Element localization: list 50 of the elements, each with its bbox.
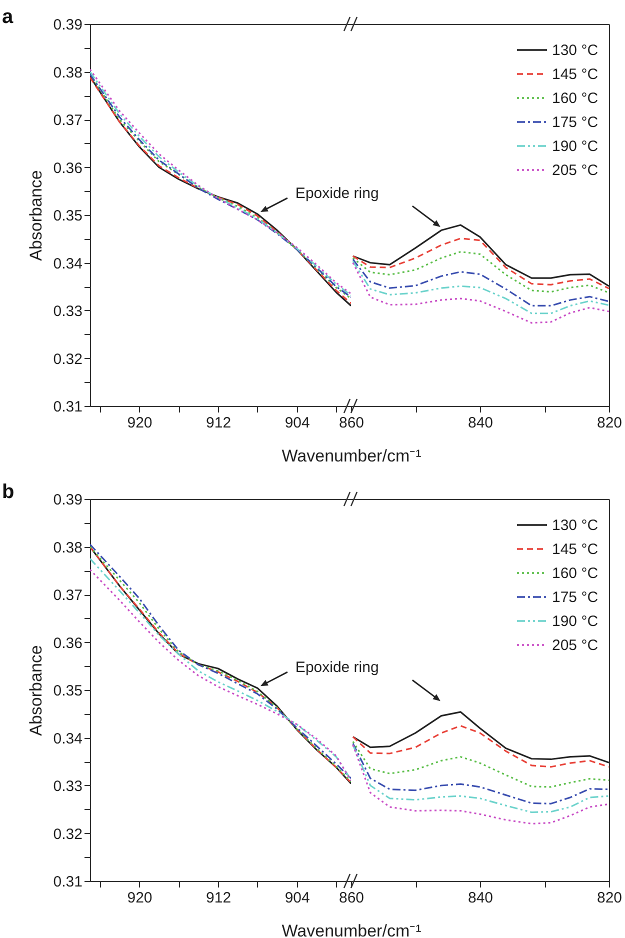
y-tick-label: 0.36 xyxy=(53,160,82,177)
y-axis-title: Absorbance xyxy=(26,170,46,261)
legend-label: 190 °C xyxy=(552,138,598,155)
y-tick-label: 0.37 xyxy=(53,112,82,129)
legend-label: 205 °C xyxy=(552,637,598,654)
x-tick-label: 904 xyxy=(284,890,310,906)
chart-title: b xyxy=(2,481,14,503)
x-axis-title: Wavenumber/cm⁻¹ xyxy=(282,446,422,466)
legend-label: 145 °C xyxy=(552,66,598,83)
legend-label: 160 °C xyxy=(552,90,598,107)
y-tick-label: 0.37 xyxy=(53,587,82,604)
y-tick-label: 0.38 xyxy=(53,539,82,556)
y-tick-label: 0.39 xyxy=(53,16,82,34)
x-tick-label: 912 xyxy=(206,414,232,432)
x-tick-label: 904 xyxy=(284,414,310,432)
y-tick-label: 0.33 xyxy=(53,778,82,795)
y-tick-label: 0.39 xyxy=(53,492,82,508)
x-tick-label: 820 xyxy=(596,890,622,906)
y-tick-label: 0.33 xyxy=(53,303,82,320)
annotation: Epoxide ring xyxy=(295,659,379,676)
y-tick-label: 0.32 xyxy=(53,826,82,843)
annotation: Epoxide ring xyxy=(295,185,379,202)
x-tick-label: 920 xyxy=(127,890,152,906)
y-tick-label: 0.35 xyxy=(53,208,82,224)
legend-label: 190 °C xyxy=(552,613,598,630)
x-tick-label: 860 xyxy=(338,414,364,432)
y-tick-label: 0.34 xyxy=(53,255,82,272)
x-tick-label: 920 xyxy=(127,414,152,432)
y-tick-label: 0.36 xyxy=(53,634,82,652)
y-tick-label: 0.38 xyxy=(53,64,82,82)
y-tick-label: 0.32 xyxy=(53,350,82,368)
y-axis-title: Absorbance xyxy=(26,645,46,736)
x-tick-label: 912 xyxy=(206,890,232,906)
x-tick-label: 840 xyxy=(468,414,494,432)
legend-label: 205 °C xyxy=(552,162,598,179)
x-tick-label: 840 xyxy=(468,890,494,906)
legend-label: 145 °C xyxy=(552,541,598,558)
legend-label: 175 °C xyxy=(552,589,598,606)
legend-label: 175 °C xyxy=(552,114,598,131)
chart-title: a xyxy=(2,6,14,28)
legend-label: 130 °C xyxy=(552,42,598,59)
y-tick-label: 0.35 xyxy=(53,682,82,700)
legend-label: 130 °C xyxy=(552,517,598,534)
x-tick-label: 820 xyxy=(596,414,622,432)
y-tick-label: 0.31 xyxy=(53,874,82,890)
x-axis-title: Wavenumber/cm⁻¹ xyxy=(282,922,422,938)
y-tick-label: 0.31 xyxy=(53,398,82,416)
x-tick-label: 860 xyxy=(338,890,364,906)
legend-label: 160 °C xyxy=(552,565,598,582)
y-tick-label: 0.34 xyxy=(53,730,82,748)
